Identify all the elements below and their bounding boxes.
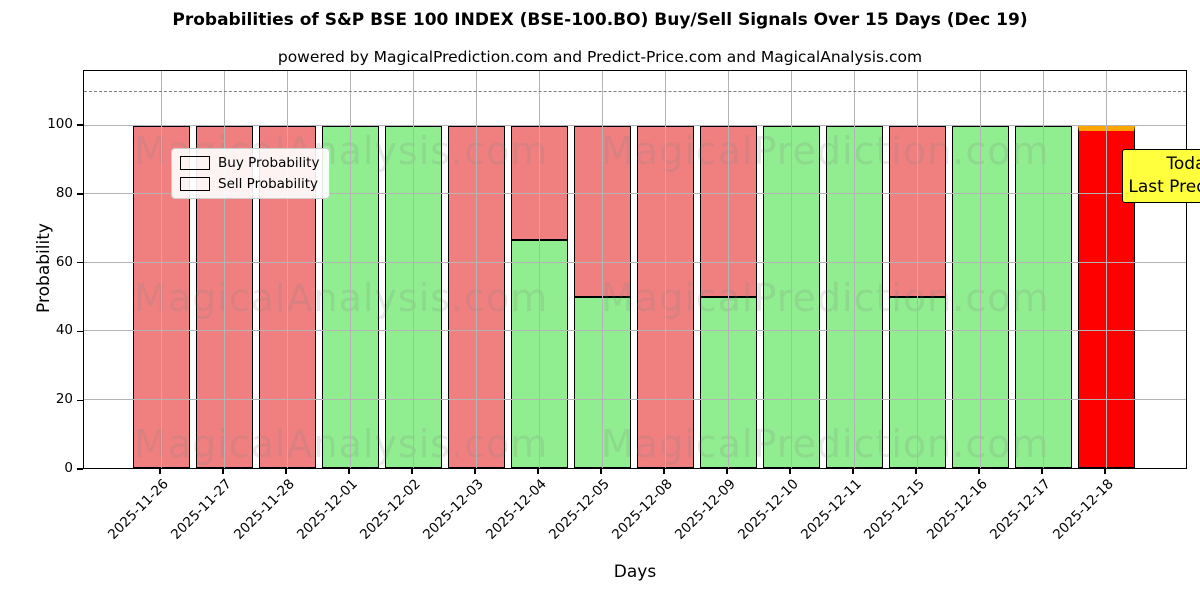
gridline-x bbox=[853, 71, 855, 468]
x-tick-label-text: 2025-12-02 bbox=[356, 476, 424, 543]
watermark-text: MagicalPrediction.com bbox=[601, 422, 1050, 466]
x-tick-label-text: 2025-12-11 bbox=[797, 476, 865, 543]
y-tick-mark bbox=[77, 330, 83, 333]
x-tick-mark bbox=[915, 469, 917, 474]
x-tick-label-text: 2025-11-26 bbox=[104, 476, 172, 543]
y-tick-label: 20 bbox=[55, 391, 73, 408]
legend-sell-swatch bbox=[180, 177, 210, 191]
x-tick-label-text: 2025-11-27 bbox=[167, 476, 235, 543]
x-tick-label-text: 2025-12-03 bbox=[419, 476, 487, 543]
x-tick-label-text: 2025-11-28 bbox=[230, 476, 298, 543]
x-tick-mark bbox=[411, 469, 413, 474]
gridline-x bbox=[601, 71, 603, 468]
y-tick-label: 0 bbox=[64, 460, 73, 476]
y-tick-mark bbox=[77, 124, 83, 126]
x-tick-label-text: 2025-12-09 bbox=[671, 476, 739, 543]
gridline-y bbox=[84, 398, 1186, 400]
y-tick-label: 60 bbox=[55, 253, 73, 270]
x-tick-mark bbox=[222, 469, 224, 474]
x-tick-label-text: 2025-12-16 bbox=[923, 476, 991, 543]
gridline-x bbox=[475, 71, 477, 468]
gridline-y bbox=[84, 193, 1186, 195]
gridline-y bbox=[84, 124, 1186, 126]
threshold-line bbox=[84, 90, 1186, 92]
gridline-x bbox=[538, 71, 540, 468]
y-tick-label: 100 bbox=[47, 116, 73, 133]
chart-subtitle: powered by MagicalPrediction.com and Pre… bbox=[277, 48, 923, 66]
gridline-x bbox=[412, 71, 414, 468]
gridline-x bbox=[160, 71, 162, 468]
x-tick-mark bbox=[726, 469, 728, 474]
gridline-x bbox=[349, 71, 351, 468]
gridline-x bbox=[664, 71, 666, 468]
watermark-text: MagicalPrediction.com bbox=[601, 129, 1050, 173]
gridline-x bbox=[1105, 71, 1107, 468]
today-annotation-line2: Last Prediction bbox=[1128, 177, 1200, 197]
x-tick-label-text: 2025-12-08 bbox=[608, 476, 676, 543]
y-tick-label: 40 bbox=[55, 322, 73, 339]
x-tick-mark bbox=[789, 469, 791, 474]
watermark-text: MagicalAnalysis.com bbox=[134, 422, 549, 466]
watermark-text: MagicalPrediction.com bbox=[601, 276, 1050, 320]
legend-item-sell: Sell Probability bbox=[180, 176, 319, 192]
x-tick-label-text: 2025-12-15 bbox=[860, 476, 928, 543]
y-axis-label: Probability bbox=[34, 223, 54, 313]
gridline-x bbox=[916, 71, 918, 468]
chart-title: Probabilities of S&P BSE 100 INDEX (BSE-… bbox=[172, 10, 1028, 30]
gridline-x bbox=[979, 71, 981, 468]
x-tick-mark bbox=[1041, 469, 1043, 474]
plot-area: MagicalAnalysis.com MagicalPrediction.com… bbox=[83, 70, 1200, 469]
x-tick-mark bbox=[978, 469, 980, 474]
x-tick-mark bbox=[285, 469, 287, 474]
gridline-x bbox=[790, 71, 792, 468]
x-tick-label-text: 2025-12-17 bbox=[986, 476, 1054, 543]
x-tick-mark bbox=[537, 469, 539, 474]
legend-sell-label: Sell Probability bbox=[218, 176, 319, 192]
today-annotation-line1: Today bbox=[1166, 154, 1200, 175]
y-tick-mark bbox=[77, 468, 83, 470]
x-tick-mark bbox=[663, 469, 665, 474]
y-tick-mark bbox=[77, 261, 83, 264]
x-tick-mark bbox=[159, 469, 161, 474]
legend-buy-label: Buy Probability bbox=[218, 155, 320, 171]
x-tick-mark bbox=[348, 469, 350, 474]
x-tick-label-text: 2025-12-04 bbox=[482, 476, 550, 543]
x-tick-mark bbox=[474, 469, 476, 474]
legend-item-buy: Buy Probability bbox=[180, 155, 319, 171]
x-tick-label-text: 2025-12-18 bbox=[1049, 476, 1117, 543]
legend: Buy Probability Sell Probability bbox=[171, 148, 331, 199]
legend-buy-swatch bbox=[180, 156, 210, 170]
x-tick-label-text: 2025-12-05 bbox=[545, 476, 613, 543]
gridline-x bbox=[223, 71, 225, 468]
gridline-y bbox=[84, 261, 1186, 263]
y-tick-label: 80 bbox=[55, 184, 73, 201]
x-axis-label: Days bbox=[613, 562, 657, 582]
gridline-x bbox=[727, 71, 729, 468]
x-tick-mark bbox=[852, 469, 854, 474]
x-tick-label-text: 2025-12-01 bbox=[293, 476, 361, 543]
gridline-x bbox=[1042, 71, 1044, 468]
gridline-x bbox=[286, 71, 288, 468]
today-annotation: Today Last Prediction bbox=[1122, 149, 1200, 203]
x-tick-mark bbox=[600, 469, 602, 474]
y-tick-mark bbox=[77, 193, 83, 195]
watermark-text: MagicalAnalysis.com bbox=[134, 276, 549, 320]
gridline-y bbox=[84, 330, 1186, 332]
x-tick-mark bbox=[1104, 469, 1106, 474]
y-tick-mark bbox=[77, 399, 83, 401]
x-tick-label-text: 2025-12-10 bbox=[734, 476, 802, 543]
